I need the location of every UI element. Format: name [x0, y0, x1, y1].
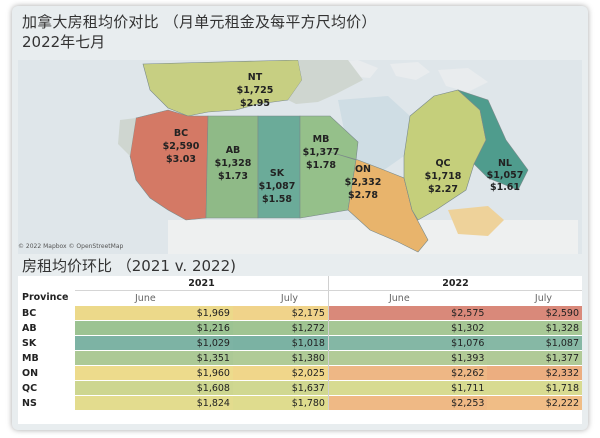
month-header: July — [534, 292, 552, 304]
row-province-label: MB — [18, 350, 75, 366]
svg-text:$1,057: $1,057 — [487, 170, 524, 181]
svg-text:$2,332: $2,332 — [345, 177, 382, 188]
label-nt: NT $1,725 $2.95 — [237, 72, 274, 109]
map-attribution: © 2022 Mapbox © OpenStreetMap — [18, 243, 124, 250]
label-mb: MB $1,377 $1.78 — [303, 134, 340, 171]
svg-text:$1,377: $1,377 — [303, 147, 340, 158]
svg-text:ON: ON — [355, 164, 371, 175]
region-yukon — [118, 118, 136, 156]
svg-text:SK: SK — [270, 168, 285, 179]
svg-text:NT: NT — [248, 72, 263, 83]
svg-text:$1.58: $1.58 — [262, 194, 292, 205]
table-row: BC $1,969 $2,175 $2,575 $2,590 — [18, 305, 582, 321]
svg-text:$1,718: $1,718 — [425, 171, 462, 182]
table-cell: $1,711 — [327, 380, 488, 396]
svg-text:BC: BC — [174, 128, 188, 139]
svg-text:AB: AB — [226, 145, 241, 156]
row-province-label: SK — [18, 335, 75, 351]
year-2022-header: 2022 — [327, 276, 582, 291]
svg-text:$2.78: $2.78 — [348, 190, 378, 201]
month-header: June — [135, 292, 156, 304]
row-province-label: AB — [18, 320, 75, 336]
label-ab: AB $1,328 $1.73 — [215, 145, 252, 182]
svg-text:$1,725: $1,725 — [237, 85, 274, 96]
table-cell: $1,302 — [327, 320, 488, 336]
region-nunavut — [288, 60, 363, 104]
region-maritimes — [448, 206, 504, 236]
table-cell: $2,575 — [327, 305, 488, 321]
table-cell: $2,253 — [327, 395, 488, 410]
svg-text:NL: NL — [498, 158, 512, 169]
table-cell: $1,087 — [487, 335, 582, 351]
year-header-row: 2021 2022 — [18, 276, 582, 291]
svg-text:MB: MB — [313, 134, 330, 145]
table-cell: $1,608 — [75, 380, 233, 396]
table-cell: $1,393 — [327, 350, 488, 366]
table-section-title: 房租均价环比 （2021 v. 2022) — [22, 257, 236, 275]
table-cell: $1,380 — [232, 350, 329, 366]
month-header: June — [327, 290, 488, 306]
row-province-label: QC — [18, 380, 75, 396]
svg-text:$3.03: $3.03 — [166, 154, 196, 165]
svg-text:$2.27: $2.27 — [428, 184, 458, 195]
table-cell: $2,175 — [232, 305, 329, 321]
table-cell: $1,328 — [487, 320, 582, 336]
table-cell: $1,969 — [75, 305, 233, 321]
label-on: ON $2,332 $2.78 — [345, 164, 382, 201]
table-cell: $1,960 — [75, 365, 233, 381]
svg-text:QC: QC — [435, 158, 450, 169]
svg-text:$2,590: $2,590 — [163, 141, 200, 152]
table-cell: $2,025 — [232, 365, 329, 381]
table-cell: $2,332 — [487, 365, 582, 381]
region-nl[interactable] — [457, 89, 529, 191]
arctic-island-shape — [390, 62, 430, 80]
table-cell: $1,718 — [487, 380, 582, 396]
region-nt[interactable] — [142, 60, 303, 117]
svg-text:$2.95: $2.95 — [240, 98, 270, 109]
table-row: SK $1,029 $1,018 $1,076 $1,087 — [18, 335, 582, 351]
table-cell: $1,824 — [75, 395, 233, 410]
table-cell: $1,018 — [232, 335, 329, 351]
table-cell: $1,780 — [232, 395, 329, 410]
table-cell: $2,222 — [487, 395, 582, 410]
table-cell: $1,272 — [232, 320, 329, 336]
label-qc: QC $1,718 $2.27 — [425, 158, 462, 195]
table-cell: $1,377 — [487, 350, 582, 366]
month-header-row: Province June July June July — [18, 290, 582, 306]
row-province-label: BC — [18, 305, 75, 321]
svg-text:$1.78: $1.78 — [306, 160, 336, 171]
table-cell: $2,262 — [327, 365, 488, 381]
table-row: MB $1,351 $1,380 $1,393 $1,377 — [18, 350, 582, 366]
month-header: July — [280, 292, 298, 304]
table-cell: $1,076 — [327, 335, 488, 351]
table-row: NS $1,824 $1,780 $2,253 $2,222 — [18, 395, 582, 410]
page-subtitle: 2022年七月 — [22, 33, 106, 51]
svg-text:$1,087: $1,087 — [259, 181, 296, 192]
table-cell: $1,029 — [75, 335, 233, 351]
region-bc[interactable] — [129, 109, 209, 221]
label-bc: BC $2,590 $3.03 — [163, 128, 200, 165]
province-column-header: Province — [22, 292, 69, 304]
svg-text:$1,328: $1,328 — [215, 158, 252, 169]
row-province-label: NS — [18, 395, 75, 410]
arctic-island-shape — [438, 68, 488, 92]
dashboard-card: 加拿大房租均价对比 （月单元租金及每平方尺均价） 2022年七月 NT $1,7… — [12, 6, 588, 430]
rent-comparison-table: 2021 2022 Province June July June July B… — [18, 276, 582, 424]
table-cell: $1,216 — [75, 320, 233, 336]
label-sk: SK $1,087 $1.58 — [259, 168, 296, 205]
table-cell: $1,637 — [232, 380, 329, 396]
year-2021-header: 2021 — [75, 276, 329, 291]
page-title: 加拿大房租均价对比 （月单元租金及每平方尺均价） — [22, 13, 377, 31]
row-province-label: ON — [18, 365, 75, 381]
label-nl: NL $1,057 $1.61 — [487, 158, 524, 193]
table-row: AB $1,216 $1,272 $1,302 $1,328 — [18, 320, 582, 336]
canada-map[interactable]: NT $1,725 $2.95 BC $2,590 $3.03 AB $1,32… — [18, 60, 582, 254]
table-cell: $1,351 — [75, 350, 233, 366]
table-row: ON $1,960 $2,025 $2,262 $2,332 — [18, 365, 582, 381]
svg-text:$1.73: $1.73 — [218, 171, 248, 182]
table-row: QC $1,608 $1,637 $1,711 $1,718 — [18, 380, 582, 396]
svg-text:$1.61: $1.61 — [490, 182, 520, 193]
table-cell: $2,590 — [487, 305, 582, 321]
region-on[interactable] — [329, 151, 429, 253]
